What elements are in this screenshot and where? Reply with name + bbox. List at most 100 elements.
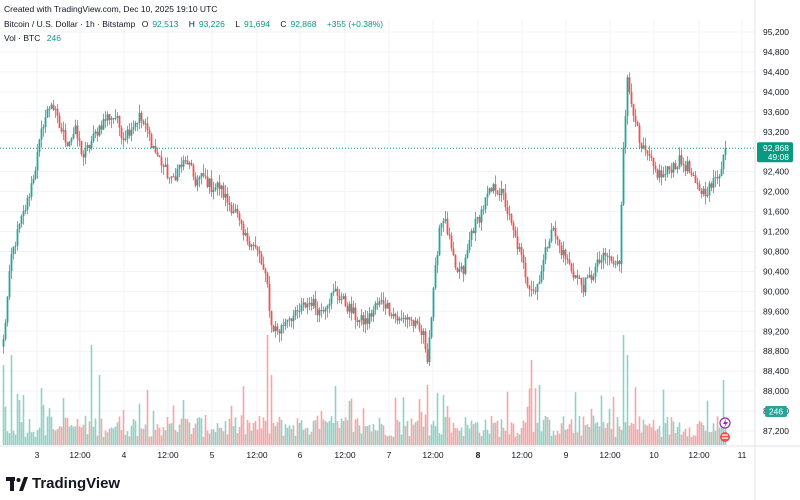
volume-bar (38, 427, 41, 445)
candle-body (120, 127, 123, 138)
candle-body (462, 266, 465, 274)
candle-body (132, 127, 135, 130)
candle-body (510, 214, 513, 223)
volume-bar (126, 431, 129, 445)
volume-bar (186, 419, 189, 445)
candle-body (250, 244, 253, 247)
candle-body (356, 319, 359, 323)
candle-body (582, 284, 585, 293)
volume-bar (522, 420, 525, 445)
candle-body (6, 297, 9, 323)
candle-body (396, 316, 399, 321)
volume-bar (672, 421, 675, 445)
volume-bar (636, 429, 639, 445)
volume-bar (108, 428, 111, 445)
volume-bar (568, 424, 571, 445)
candle-body (92, 133, 95, 142)
candle-body (622, 147, 625, 205)
candle-body (256, 247, 259, 251)
volume-bar (378, 417, 381, 445)
y-tick-label: 90,800 (763, 246, 789, 256)
volume-bar (708, 432, 711, 445)
volume-bar (456, 428, 459, 445)
volume-bar (94, 418, 97, 445)
volume-bar (268, 433, 271, 445)
candle-body (278, 330, 281, 334)
candle-body (434, 265, 437, 289)
volume-bar (324, 421, 327, 445)
volume-bar (406, 420, 409, 445)
candle-body (684, 164, 687, 172)
candle-body (422, 331, 425, 336)
volume-bar (624, 422, 627, 445)
volume-bar (408, 435, 411, 445)
candle-body (672, 163, 675, 173)
last-price-badge (757, 142, 793, 163)
volume-bar (230, 405, 233, 445)
candle-body (338, 295, 341, 300)
candle-body (578, 277, 581, 279)
created-caption: Created with TradingView.com, Dec 10, 20… (4, 4, 218, 14)
volume-bar (524, 422, 527, 445)
candle-body (386, 302, 389, 309)
volume-bar (596, 422, 599, 445)
candle-body (440, 223, 443, 228)
volume-bar (640, 432, 643, 445)
candle-body (610, 256, 613, 262)
candle-body (246, 233, 249, 242)
candle-body (340, 299, 343, 301)
volume-bar (658, 425, 661, 445)
candle-body (226, 193, 229, 203)
volume-bar (256, 429, 259, 445)
volume-bar (552, 431, 555, 445)
volume-bar (490, 415, 493, 445)
candle-body (142, 120, 145, 124)
volume-bar (124, 434, 127, 445)
candle-body (354, 307, 357, 320)
candle-body (260, 254, 263, 265)
volume-bar (540, 431, 543, 445)
low-value: L 91,694 (235, 19, 270, 29)
candle-body (596, 259, 599, 267)
volume-bar (416, 420, 419, 445)
volume-bar (90, 345, 93, 445)
tradingview-logo[interactable]: TradingView (6, 475, 120, 492)
candle-body (66, 142, 69, 147)
candle-body (424, 331, 427, 350)
volume-bar (684, 428, 687, 445)
candle-body (286, 319, 289, 322)
volume-badge-value: 246 (769, 407, 783, 417)
candle-body (308, 302, 311, 305)
candle-body (584, 277, 587, 293)
candle-body (616, 261, 619, 264)
volume-bar (692, 435, 695, 445)
candle-body (104, 119, 107, 121)
candle-body (88, 145, 91, 148)
volume-bar (356, 418, 359, 445)
volume-bar (190, 434, 193, 445)
candle-body (112, 118, 115, 120)
tradingview-logo-icon (6, 476, 28, 491)
candle-body (480, 209, 483, 223)
volume-bar (698, 420, 701, 445)
volume-bar (426, 385, 429, 445)
volume-bar (88, 421, 91, 445)
candle-body (388, 302, 391, 315)
flag-icon-stripe (722, 434, 728, 436)
candle-body (110, 118, 113, 120)
volume-bar (496, 420, 499, 445)
candle-body (400, 318, 403, 320)
volume-bar (84, 415, 87, 445)
volume-bar (694, 435, 697, 445)
volume-bar (502, 427, 505, 445)
volume-bar (716, 416, 719, 445)
volume-bar (354, 419, 357, 445)
volume-bar (520, 427, 523, 445)
volume-bar (586, 424, 589, 445)
volume-bar (202, 436, 205, 445)
volume-bar (28, 418, 31, 445)
candle-body (426, 349, 429, 363)
volume-bar (434, 426, 437, 445)
candle-body (522, 254, 525, 263)
